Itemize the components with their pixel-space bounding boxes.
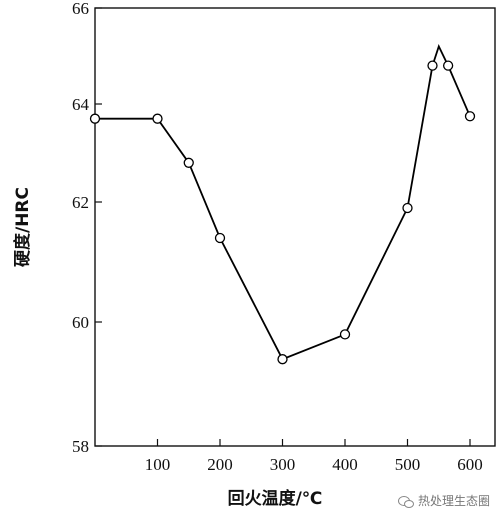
ticks: 100 200 300 400 500 600 58 60 62 64 66 [72, 0, 483, 474]
plot-frame [94, 7, 496, 447]
axes [94, 7, 496, 447]
watermark-text: 热处理生态圈 [417, 494, 490, 508]
y-axis-label: 硬度/HRC [12, 187, 33, 267]
series-line [95, 44, 471, 361]
data-point [442, 60, 454, 71]
x-tick-label: 600 [457, 455, 483, 474]
y-tick-label: 66 [72, 0, 89, 18]
y-tick-label: 64 [72, 95, 90, 114]
watermark: 热处理生态圈 [397, 492, 490, 509]
data-point [277, 354, 288, 365]
y-tick-label: 60 [72, 313, 89, 332]
x-tick-label: 200 [207, 455, 233, 474]
data-point [183, 157, 194, 168]
series [89, 44, 476, 365]
data-point [339, 329, 351, 340]
x-axis-label: 回火温度/℃ [228, 488, 323, 509]
wechat-icon [397, 495, 414, 508]
data-point [464, 111, 476, 122]
data-point [89, 113, 101, 124]
y-tick-label: 58 [72, 437, 89, 456]
data-point [152, 113, 163, 124]
x-tick-label: 400 [332, 455, 358, 474]
x-tick-label: 300 [270, 455, 296, 474]
data-point [214, 232, 226, 244]
data-point [427, 60, 438, 71]
data-point [402, 202, 413, 214]
x-tick-label: 100 [145, 455, 171, 474]
y-tick-label: 62 [72, 193, 89, 212]
x-tick-label: 500 [395, 455, 421, 474]
